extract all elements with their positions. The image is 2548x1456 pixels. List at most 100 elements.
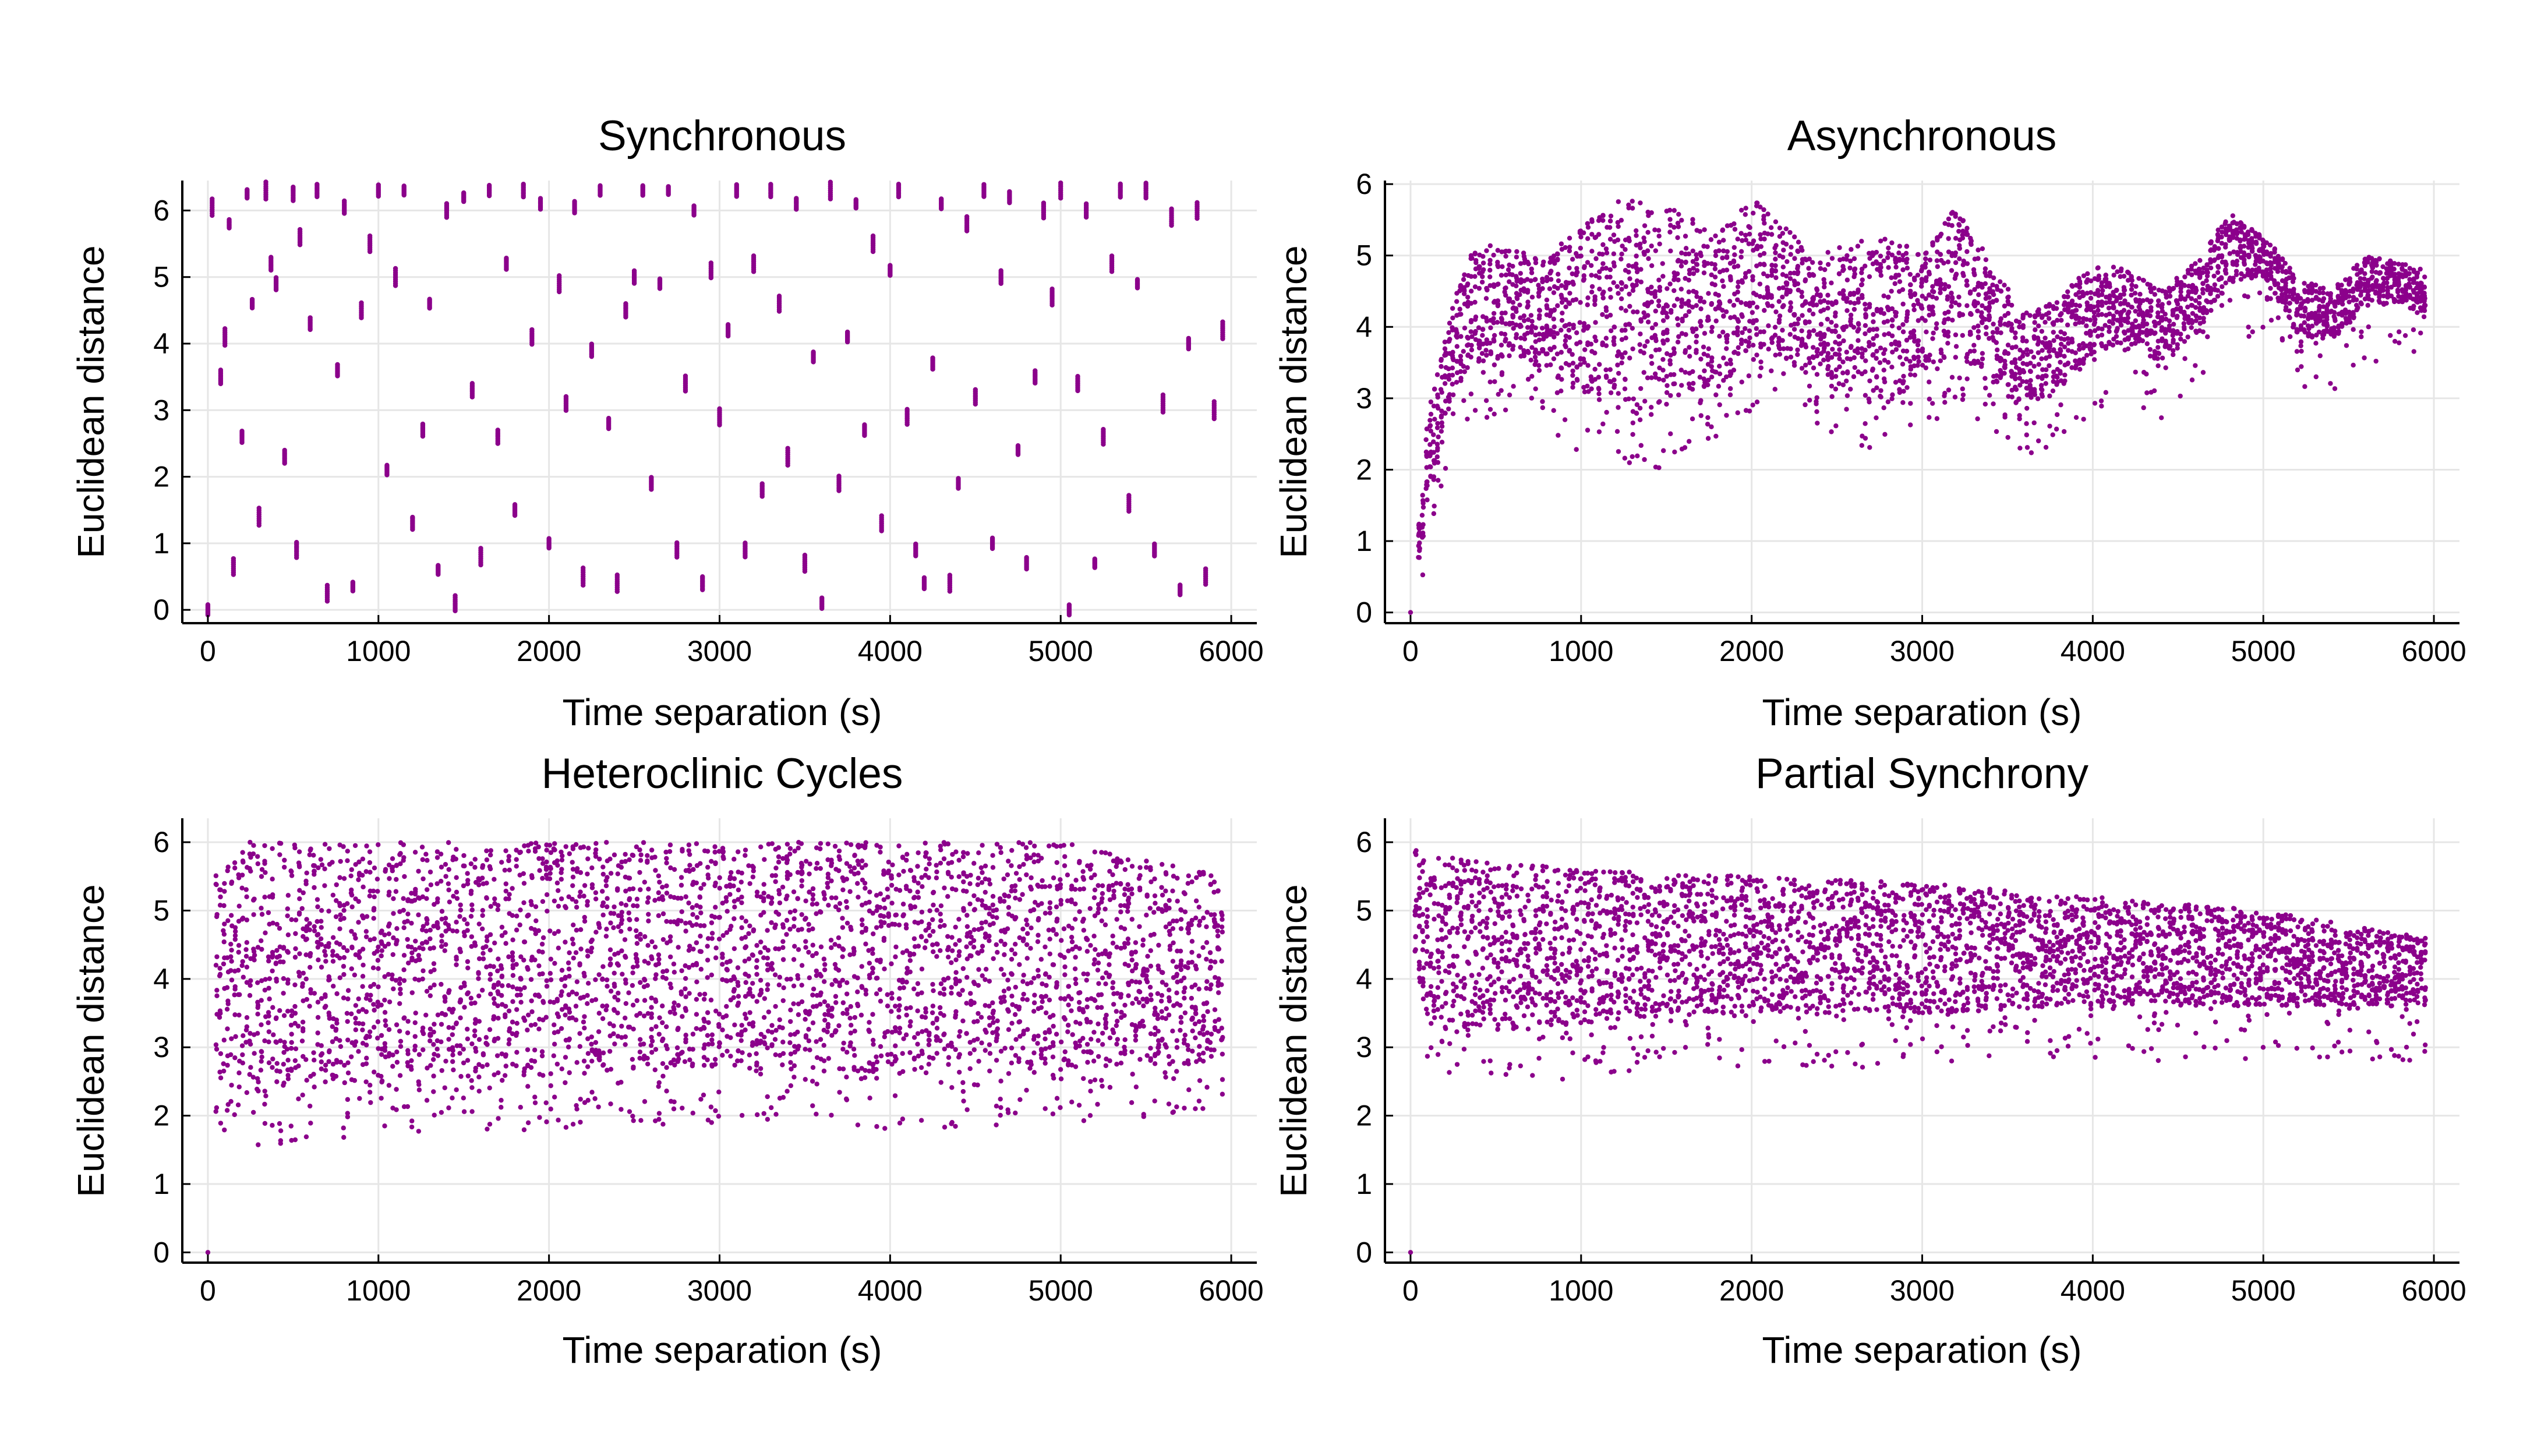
scatter-point [1425, 497, 1430, 503]
scatter-point [1811, 328, 1817, 333]
scatter-point [2219, 234, 2224, 240]
scatter-point [2144, 341, 2150, 347]
scatter-point [1811, 345, 1816, 350]
scatter-point [2170, 312, 2176, 318]
scatter-point [1796, 316, 1801, 321]
scatter-point [1566, 327, 1572, 333]
scatter-point [2343, 277, 2348, 282]
scatter-point [1633, 228, 1639, 234]
scatter-point [2080, 358, 2086, 363]
scatter-point [1792, 256, 1797, 261]
scatter-point [1855, 328, 1860, 334]
scatter-point [2129, 287, 2134, 292]
scatter-point [1458, 312, 1464, 317]
scatter-point [2118, 268, 2124, 274]
scatter-point [2302, 384, 2307, 389]
scatter-point [1694, 339, 1699, 345]
scatter-point [1750, 241, 1755, 246]
scatter-point [1560, 310, 1565, 316]
scatter-point [1434, 425, 1440, 430]
scatter-point [1889, 365, 1895, 370]
scatter-point [1867, 445, 1872, 450]
scatter-point [1810, 311, 1816, 317]
scatter-point [1789, 245, 1794, 250]
scatter-point [2073, 415, 2079, 420]
scatter-point [1743, 274, 1748, 280]
scatter-point [1859, 270, 1864, 275]
scatter-point [1611, 251, 1617, 257]
scatter-point [1709, 324, 1715, 330]
scatter-point [2039, 328, 2045, 334]
scatter-point [1698, 323, 1704, 328]
scatter-point [1924, 250, 1929, 256]
x-tick-label: 3000 [1890, 635, 1955, 667]
scatter-point [2223, 242, 2228, 247]
scatter-point [1600, 218, 1606, 223]
scatter-point [2040, 394, 2045, 399]
scatter-point [1787, 331, 1793, 337]
scatter-point [1514, 249, 1519, 255]
scatter-point [2076, 316, 2082, 321]
scatter-point [1438, 387, 1444, 392]
scatter-point [1964, 376, 1970, 381]
scatter-point [623, 301, 628, 306]
scatter-point [776, 294, 782, 299]
scatter-point [1559, 377, 1564, 382]
scatter-point [1814, 399, 1819, 404]
scatter-point [1656, 465, 1662, 471]
scatter-point [1220, 319, 1225, 324]
scatter-point [1473, 257, 1479, 263]
scatter-point [1092, 556, 1097, 561]
scatter-point [1491, 310, 1497, 316]
scatter-point [1900, 380, 1906, 386]
scatter-point [2098, 398, 2104, 404]
scatter-point [1769, 232, 1775, 237]
scatter-point [2005, 310, 2011, 316]
scatter-point [2099, 333, 2105, 338]
scatter-point [1041, 200, 1047, 206]
scatter-point [1533, 260, 1539, 266]
scatter-point [1657, 241, 1662, 247]
scatter-point [1627, 460, 1632, 465]
scatter-point [1559, 366, 1564, 371]
scatter-point [1416, 554, 1421, 560]
scatter-point [2178, 305, 2183, 311]
scatter-point [1967, 332, 1973, 337]
scatter-point [1612, 383, 1617, 388]
scatter-point [1991, 275, 1996, 281]
scatter-point [973, 387, 978, 393]
scatter-point [1818, 260, 1823, 266]
scatter-point [1754, 326, 1759, 331]
scatter-point [2223, 263, 2229, 268]
scatter-point [2061, 429, 2067, 434]
scatter-point [1807, 397, 1812, 403]
scatter-point [1603, 246, 1609, 252]
scatter-point [1878, 307, 1883, 312]
scatter-point [2038, 383, 2044, 388]
scatter-point [1971, 342, 1977, 348]
scatter-point [1494, 320, 1500, 325]
scatter-point [1935, 264, 1941, 269]
scatter-point [1709, 359, 1715, 364]
scatter-point [1738, 249, 1744, 254]
scatter-point [1683, 313, 1688, 319]
scatter-point [2121, 274, 2127, 279]
scatter-point [1995, 347, 2000, 353]
scatter-point [1536, 367, 1542, 373]
scatter-point [1863, 369, 1868, 374]
scatter-point [1630, 346, 1635, 352]
scatter-point [282, 447, 287, 453]
scatter-point [2272, 247, 2277, 253]
scatter-point [1806, 334, 1811, 340]
scatter-point [1837, 347, 1842, 352]
scatter-point [1851, 355, 1857, 361]
x-tick-label: 6000 [1199, 635, 1263, 667]
scatter-point [1533, 332, 1538, 338]
y-tick-label: 1 [1356, 525, 1372, 557]
scatter-point [1949, 223, 1955, 228]
scatter-point [1431, 432, 1436, 437]
scatter-point [2365, 303, 2370, 308]
scatter-point [2153, 330, 2158, 335]
scatter-point [1649, 325, 1655, 331]
scatter-point [1931, 359, 1936, 365]
